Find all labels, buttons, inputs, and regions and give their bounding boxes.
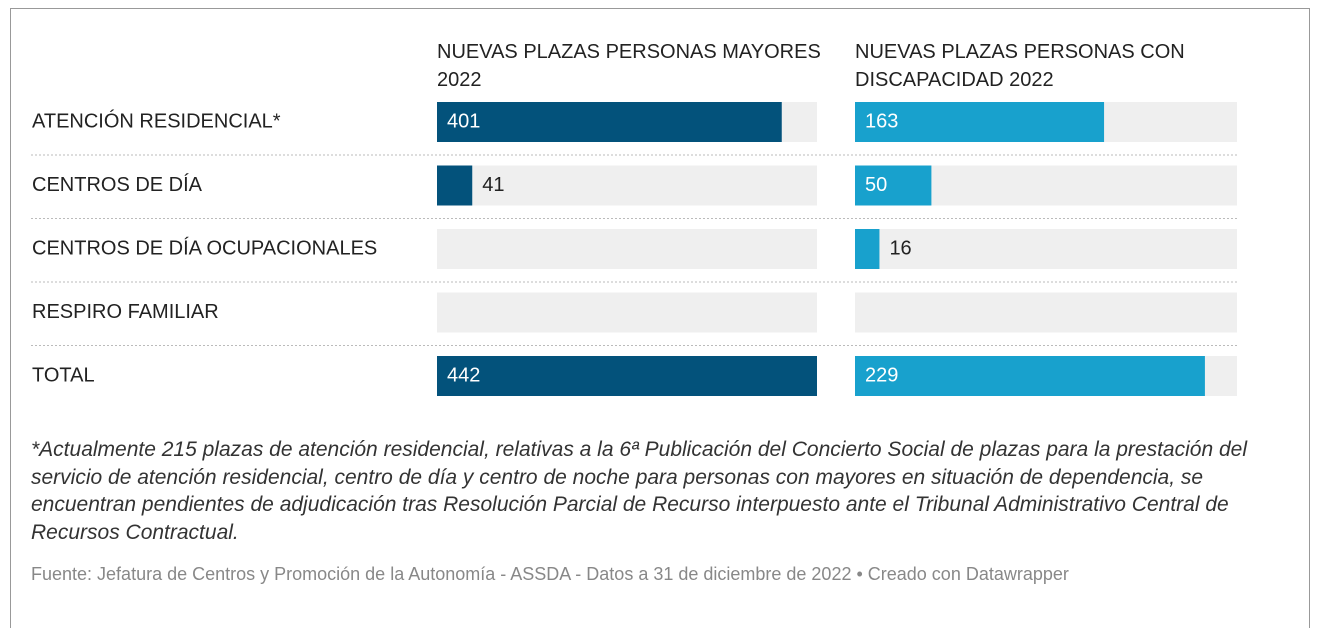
bar-background: [437, 165, 817, 206]
row-label: ATENCIÓN RESIDENCIAL*: [32, 109, 281, 132]
column-header: NUEVAS PLAZAS PERSONAS MAYORES 2022: [437, 41, 821, 91]
bar: [855, 229, 880, 269]
bar: [437, 102, 782, 142]
value-label: 163: [865, 110, 898, 132]
value-label: 41: [482, 174, 504, 196]
source: Fuente: Jefatura de Centros y Promoción …: [31, 564, 1069, 584]
value-label: 16: [889, 237, 911, 259]
bar: [437, 356, 817, 396]
bar-background: [437, 229, 817, 269]
bar-background: [855, 292, 1237, 333]
row-label: TOTAL: [32, 364, 95, 386]
bar-background: [855, 229, 1237, 269]
bar-background: [437, 292, 817, 333]
column-header: NUEVAS PLAZAS PERSONAS CON DISCAPACIDAD …: [855, 41, 1185, 91]
bar: [855, 102, 1105, 142]
row-label: CENTROS DE DÍA: [32, 173, 203, 196]
value-label: 401: [447, 110, 480, 132]
footnote: *Actualmente 215 plazas de atención resi…: [31, 438, 1247, 544]
row-label: CENTROS DE DÍA OCUPACIONALES: [32, 236, 377, 259]
bar: [437, 165, 473, 206]
bar: [855, 165, 932, 206]
frame: [10, 8, 1310, 628]
value-label: 50: [865, 174, 887, 196]
value-label: 442: [447, 364, 480, 386]
row-label: RESPIRO FAMILIAR: [32, 301, 219, 323]
value-label: 229: [865, 364, 898, 386]
bar: [855, 356, 1205, 396]
